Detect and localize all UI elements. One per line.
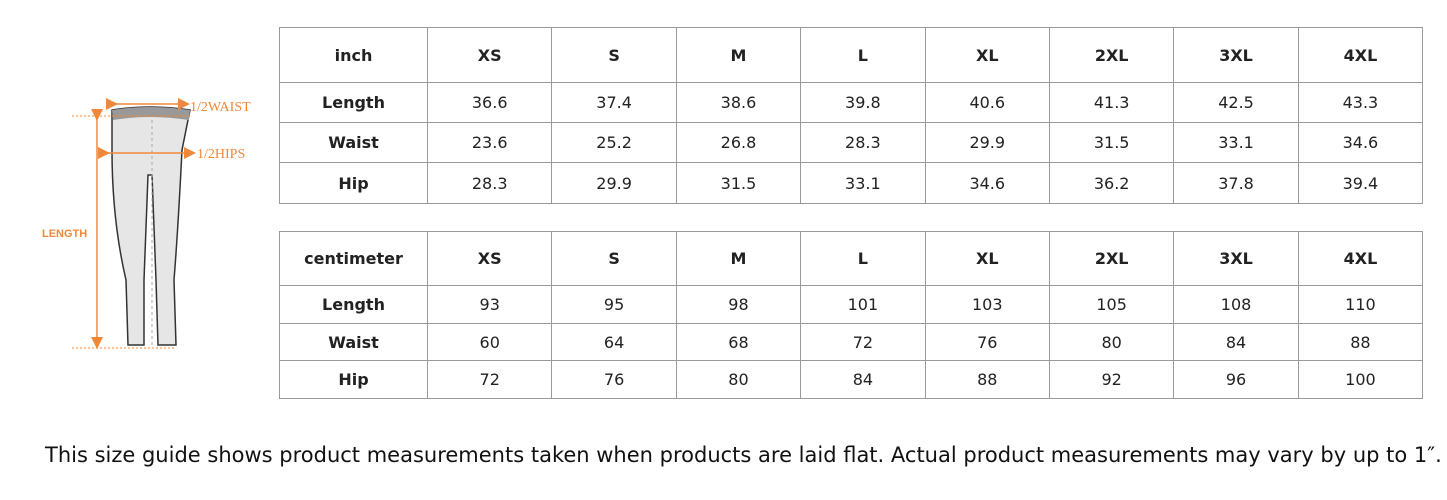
cell: Hip	[279, 162, 428, 204]
size-table: inch XS S M L XL 2XL 3XL 4XL Length 36.6 37.4 38.6 39…	[279, 27, 1424, 204]
cell: 41.3	[1048, 82, 1175, 123]
header-cell: L	[800, 27, 926, 83]
cell: 103	[924, 285, 1050, 324]
header-cell: S	[551, 231, 677, 286]
cell: 72	[800, 323, 926, 361]
cell: 88	[924, 360, 1050, 399]
cell: 80	[675, 360, 802, 399]
table-row: Hip 72 76 80 84 88 92 96 100	[279, 360, 1424, 399]
cell: 36.2	[1048, 162, 1175, 204]
header-cell: inch	[279, 27, 428, 83]
header-row: centimeter XS S M L XL 2XL 3XL 4XL	[279, 231, 1424, 286]
cell: Hip	[279, 360, 428, 399]
cell: 68	[675, 323, 802, 361]
cell: 37.8	[1173, 162, 1299, 204]
header-cell: 3XL	[1173, 231, 1299, 286]
cell: Length	[279, 285, 428, 324]
header-cell: S	[551, 27, 677, 83]
header-cell: XL	[924, 231, 1050, 286]
cell: 76	[551, 360, 677, 399]
cell: 39.8	[800, 82, 926, 123]
leggings-illustration: 1/2WAIST 1/2HIPS LENGTH	[42, 98, 251, 349]
cell: 105	[1048, 285, 1175, 324]
cell: 31.5	[1048, 122, 1175, 163]
table-row: Length 93 95 98 101 103 105 108 110	[279, 285, 1424, 324]
header-cell: 4XL	[1297, 231, 1424, 286]
cell: 29.9	[924, 122, 1050, 163]
table-row: Hip 28.3 29.9 31.5 33.1 34.6 36.2 37.8 39.4	[279, 162, 1424, 204]
header-cell: M	[675, 231, 802, 286]
table-row: Waist 23.6 25.2 26.8 28.3 29.9 31.5 33.1 34.6	[279, 122, 1424, 163]
cell: 29.9	[551, 162, 677, 204]
cell: 84	[800, 360, 926, 399]
cell: 96	[1173, 360, 1299, 399]
cell: 28.3	[800, 122, 926, 163]
cell: 108	[1173, 285, 1299, 324]
header-row: inch XS S M L XL 2XL 3XL 4XL	[279, 27, 1424, 83]
cell: 33.1	[1173, 122, 1299, 163]
note: This size guide shows product measuremen…	[45, 443, 1442, 467]
waist-label: 1/2WAIST	[190, 100, 251, 115]
header-cell: L	[800, 231, 926, 286]
header-cell: XS	[426, 27, 553, 83]
cell: 40.6	[924, 82, 1050, 123]
header-cell: centimeter	[279, 231, 428, 286]
length-label: LENGTH	[42, 228, 87, 240]
cell: 84	[1173, 323, 1299, 361]
cell: 37.4	[551, 82, 677, 123]
cell: 101	[800, 285, 926, 324]
cell: 88	[1297, 323, 1424, 361]
table-row: Waist 60 64 68 72 76 80 84 88	[279, 323, 1424, 361]
cell: Waist	[279, 323, 428, 361]
header-cell: M	[675, 27, 802, 83]
cell: 23.6	[426, 122, 553, 163]
header-cell: XL	[924, 27, 1050, 83]
header-cell: 3XL	[1173, 27, 1299, 83]
cell: 39.4	[1297, 162, 1424, 204]
cell: 26.8	[675, 122, 802, 163]
cell: 95	[551, 285, 677, 324]
cell: 36.6	[426, 82, 553, 123]
header-cell: 2XL	[1048, 27, 1175, 83]
cell: 72	[426, 360, 553, 399]
header-cell: 2XL	[1048, 231, 1175, 286]
size-table: centimeter XS S M L XL 2XL 3XL 4XL Length 93 95 98 10…	[279, 231, 1424, 399]
cell: 64	[551, 323, 677, 361]
cell: 43.3	[1297, 82, 1424, 123]
cell: Length	[279, 82, 428, 123]
leggings-shape	[111, 106, 191, 346]
cell: 60	[426, 323, 553, 361]
cell: 98	[675, 285, 802, 324]
cell: 33.1	[800, 162, 926, 204]
header-cell: 4XL	[1297, 27, 1424, 83]
cell: 25.2	[551, 122, 677, 163]
cell: Waist	[279, 122, 428, 163]
header-cell: XS	[426, 231, 553, 286]
cell: 34.6	[924, 162, 1050, 204]
cell: 92	[1048, 360, 1175, 399]
cell: 31.5	[675, 162, 802, 204]
cell: 28.3	[426, 162, 553, 204]
cell: 76	[924, 323, 1050, 361]
cell: 42.5	[1173, 82, 1299, 123]
cell: 100	[1297, 360, 1424, 399]
cell: 93	[426, 285, 553, 324]
cell: 38.6	[675, 82, 802, 123]
cell: 110	[1297, 285, 1424, 324]
waistband	[112, 107, 190, 120]
table-row: Length 36.6 37.4 38.6 39.8 40.6 41.3 42.5 43.3	[279, 82, 1424, 123]
hips-label: 1/2HIPS	[197, 147, 245, 162]
cell: 80	[1048, 323, 1175, 361]
cell: 34.6	[1297, 122, 1424, 163]
